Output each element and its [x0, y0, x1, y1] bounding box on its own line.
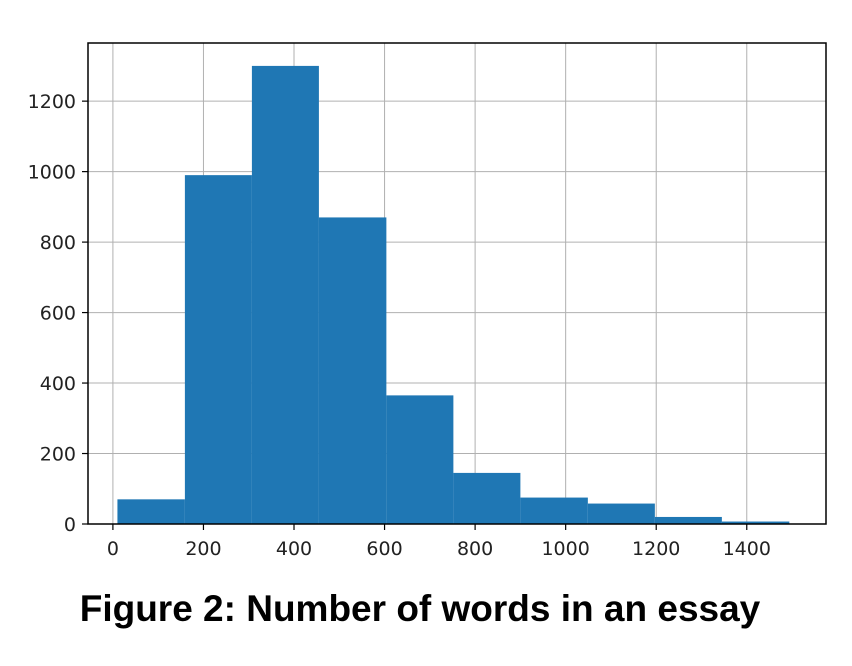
- histogram-bar: [453, 472, 521, 524]
- histogram-bar: [318, 217, 387, 524]
- histogram-bar: [587, 503, 655, 524]
- y-tick-label: 1000: [28, 162, 76, 184]
- x-axis-ticks: 0 200 400 600 800 1000 1200 1400: [107, 524, 771, 560]
- plot-frame: [87, 42, 827, 525]
- histogram-bar: [654, 516, 722, 524]
- histogram-bar: [184, 175, 252, 524]
- histogram-bar: [117, 499, 185, 524]
- y-tick-label: 1200: [28, 91, 76, 113]
- histogram-bar: [386, 395, 454, 524]
- histogram-chart: 0 200 400 600 800 1000 1200 1400 0 200 400 600 800 1…: [28, 42, 827, 560]
- x-tick-label: 1400: [723, 538, 771, 560]
- histogram-bars: [117, 65, 790, 525]
- y-tick-label: 800: [40, 232, 76, 254]
- y-tick-label: 0: [64, 514, 76, 536]
- x-tick-label: 800: [457, 538, 493, 560]
- y-tick-label: 200: [40, 444, 76, 466]
- x-tick-label: 0: [107, 538, 119, 560]
- x-tick-label: 1200: [632, 538, 680, 560]
- x-tick-label: 200: [185, 538, 221, 560]
- x-tick-label: 400: [276, 538, 312, 560]
- y-tick-label: 600: [40, 303, 76, 325]
- x-tick-label: 1000: [541, 538, 589, 560]
- histogram-bar: [721, 521, 790, 524]
- histogram-bar: [520, 497, 588, 524]
- figure-caption: Figure 2: Number of words in an essay: [79, 588, 761, 629]
- y-tick-label: 400: [40, 373, 76, 395]
- y-axis-ticks: 0 200 400 600 800 1000 1200: [28, 91, 88, 536]
- histogram-bar: [251, 65, 319, 525]
- x-tick-label: 600: [366, 538, 402, 560]
